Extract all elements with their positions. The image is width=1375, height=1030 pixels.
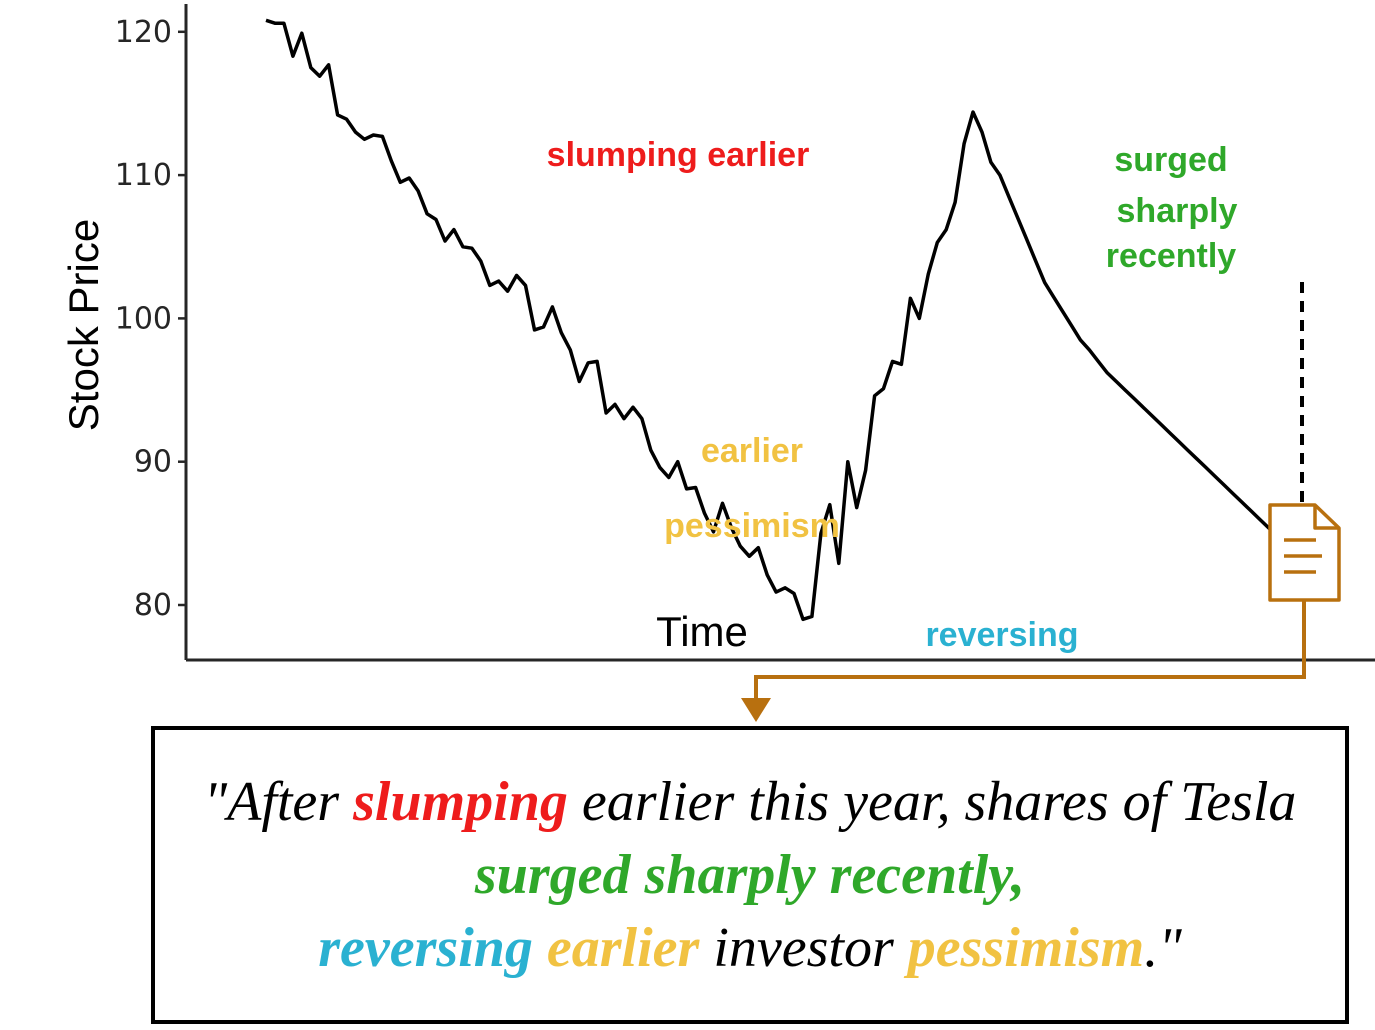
annotation-surged: surged	[1114, 141, 1227, 179]
quote-text: investor	[699, 916, 908, 979]
annotation-pessimism: pessimism	[664, 507, 840, 545]
y-tick-label: 120	[115, 15, 172, 50]
y-ticks: 80 90 100 110 120	[115, 15, 186, 623]
series-line-stock-price	[265, 18, 1315, 622]
annotation-earlier: earlier	[701, 432, 803, 470]
quote-text: earlier this year, shares of Tesla	[567, 770, 1297, 833]
x-axis-label: Time	[656, 608, 748, 655]
document-icon	[1268, 503, 1341, 602]
quote-keyword-slumping: slumping	[353, 770, 568, 833]
arrow-connector	[741, 600, 1306, 722]
y-axis-label: Stock Price	[60, 219, 107, 431]
quote-box: "After slumping earlier this year, share…	[151, 726, 1349, 1024]
y-tick-label: 110	[115, 158, 172, 193]
quote-keyword-earlier: earlier	[546, 916, 700, 979]
y-tick-label: 90	[134, 445, 172, 480]
quote-line-2: surged sharply recently,	[475, 839, 1025, 912]
annotation-slumping-earlier: slumping earlier	[547, 136, 810, 174]
y-tick-label: 80	[134, 588, 172, 623]
quote-text: ."	[1144, 916, 1182, 979]
quote-text: "After	[203, 770, 354, 833]
annotation-sharply: sharply	[1117, 192, 1238, 230]
annotation-reversing: reversing	[925, 616, 1078, 654]
arrow-head-icon	[741, 698, 771, 722]
annotation-recently: recently	[1106, 237, 1236, 275]
quote-keyword-pessimism: pessimism	[907, 916, 1145, 979]
quote-line-1: "After slumping earlier this year, share…	[204, 766, 1297, 839]
quote-keyword-surged-sharply-recently: surged sharply recently,	[474, 843, 1026, 906]
quote-line-3: reversing earlier investor pessimism."	[318, 912, 1181, 985]
axes: 80 90 100 110 120	[115, 4, 1375, 662]
y-tick-label: 100	[115, 301, 172, 336]
quote-keyword-reversing: reversing	[318, 916, 533, 979]
